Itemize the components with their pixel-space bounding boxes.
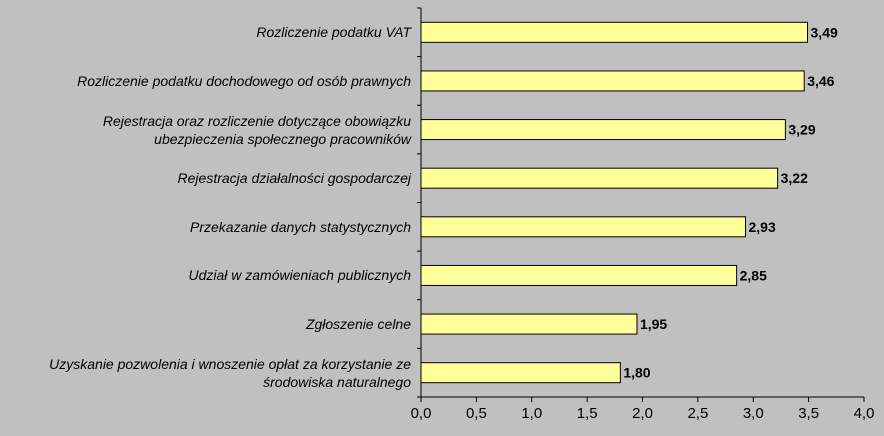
category-label-line: ubezpieczenia społecznego pracowników <box>154 130 411 147</box>
category-label: Zgłoszenie celne <box>0 315 411 333</box>
category-label-line: Rozliczenie podatku dochodowego od osób … <box>77 72 411 89</box>
category-label: Udział w zamówieniach publicznych <box>0 266 411 284</box>
x-tick-label: 3,5 <box>798 405 819 422</box>
bar <box>420 119 786 141</box>
value-label: 2,93 <box>748 219 775 235</box>
value-labels-group: 3,49 3,46 3,29 3,22 2,93 2,85 1,95 1,80 <box>623 24 838 380</box>
bars-group <box>417 7 809 398</box>
bar <box>420 313 638 335</box>
bar <box>420 216 746 238</box>
bar <box>420 362 621 384</box>
value-label: 1,95 <box>640 316 667 332</box>
x-tick-label: 2,0 <box>632 405 653 422</box>
x-tick-label: 3,0 <box>743 405 764 422</box>
category-label-line: Udział w zamówieniach publicznych <box>188 267 411 284</box>
x-tick-label: 0,5 <box>466 405 487 422</box>
x-ticks-group: 0,0 0,5 1,0 1,5 2,0 2,5 3,0 3,5 4,0 <box>411 397 875 422</box>
x-tick-label: 1,0 <box>521 405 542 422</box>
value-label: 1,80 <box>623 365 650 381</box>
category-label-line: Rozliczenie podatku VAT <box>256 24 411 41</box>
category-label-line: Przekazanie danych statystycznych <box>190 218 411 235</box>
bar <box>420 264 738 286</box>
category-label-line: Zgłoszenie celne <box>305 316 411 333</box>
value-label: 2,85 <box>740 267 767 283</box>
x-tick-label: 1,5 <box>577 405 598 422</box>
value-label: 3,46 <box>807 73 834 89</box>
category-label: Rozliczenie podatku dochodowego od osób … <box>0 72 411 90</box>
bar <box>420 21 809 43</box>
category-label: Uzyskanie pozwolenia i wnoszenie opłat z… <box>0 355 411 391</box>
category-label-line: Rejestracja działalności gospodarczej <box>177 170 411 187</box>
category-label-line: środowiska naturalnego <box>263 373 411 390</box>
category-label: Przekazanie danych statystycznych <box>0 218 411 236</box>
category-label: Rejestracja działalności gospodarczej <box>0 169 411 187</box>
value-label: 3,29 <box>788 122 815 138</box>
bar <box>420 70 805 92</box>
category-label: Rozliczenie podatku VAT <box>0 23 411 41</box>
category-label-line: Uzyskanie pozwolenia i wnoszenie opłat z… <box>49 355 411 372</box>
value-label: 3,22 <box>781 170 808 186</box>
x-tick-label: 4,0 <box>854 405 875 422</box>
category-label-line: Rejestracja oraz rozliczenie dotyczące o… <box>102 112 411 129</box>
category-label: Rejestracja oraz rozliczenie dotyczące o… <box>0 112 411 148</box>
value-label: 3,49 <box>811 24 838 40</box>
x-tick-label: 0,0 <box>411 405 432 422</box>
bar <box>420 167 779 189</box>
x-tick-label: 2,5 <box>687 405 708 422</box>
